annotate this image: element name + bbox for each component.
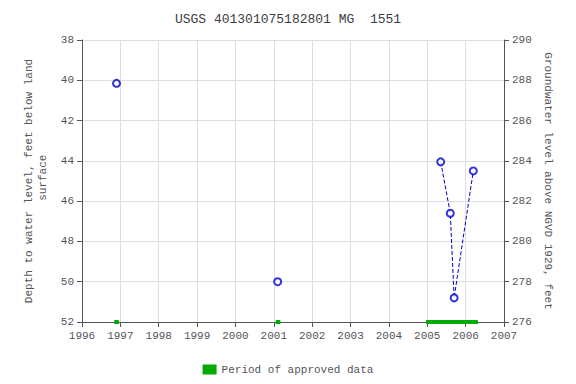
svg-text:2000: 2000	[222, 330, 248, 342]
svg-text:2003: 2003	[337, 330, 363, 342]
svg-text:1996: 1996	[69, 330, 95, 342]
svg-text:2006: 2006	[452, 330, 478, 342]
svg-text:50: 50	[61, 276, 74, 288]
svg-text:278: 278	[512, 276, 532, 288]
svg-text:Groundwater level above NGVD 1: Groundwater level above NGVD 1929, feet	[542, 52, 554, 309]
svg-text:276: 276	[512, 316, 532, 328]
svg-text:288: 288	[512, 74, 532, 86]
svg-text:40: 40	[61, 74, 74, 86]
svg-text:290: 290	[512, 34, 532, 46]
svg-text:52: 52	[61, 316, 74, 328]
svg-text:2007: 2007	[491, 330, 517, 342]
svg-text:42: 42	[61, 115, 74, 127]
svg-text:44: 44	[61, 155, 75, 167]
svg-text:surface: surface	[37, 155, 49, 208]
svg-text:282: 282	[512, 195, 532, 207]
svg-text:286: 286	[512, 115, 532, 127]
svg-text:1999: 1999	[184, 330, 210, 342]
svg-text:Period of approved data: Period of approved data	[222, 364, 374, 376]
svg-text:46: 46	[61, 195, 74, 207]
svg-text:2004: 2004	[376, 330, 403, 342]
svg-text:48: 48	[61, 235, 74, 247]
svg-text:2001: 2001	[261, 330, 288, 342]
svg-text:USGS 401301075182801 MG 1551: USGS 401301075182801 MG 1551	[175, 12, 401, 27]
svg-text:280: 280	[512, 235, 532, 247]
svg-text:2002: 2002	[299, 330, 325, 342]
svg-text:2005: 2005	[414, 330, 440, 342]
svg-text:38: 38	[61, 34, 74, 46]
svg-text:1998: 1998	[146, 330, 172, 342]
svg-text:1997: 1997	[107, 330, 133, 342]
svg-text:284: 284	[512, 155, 532, 167]
svg-text:Depth to water level, feet bel: Depth to water level, feet below land	[23, 59, 35, 303]
